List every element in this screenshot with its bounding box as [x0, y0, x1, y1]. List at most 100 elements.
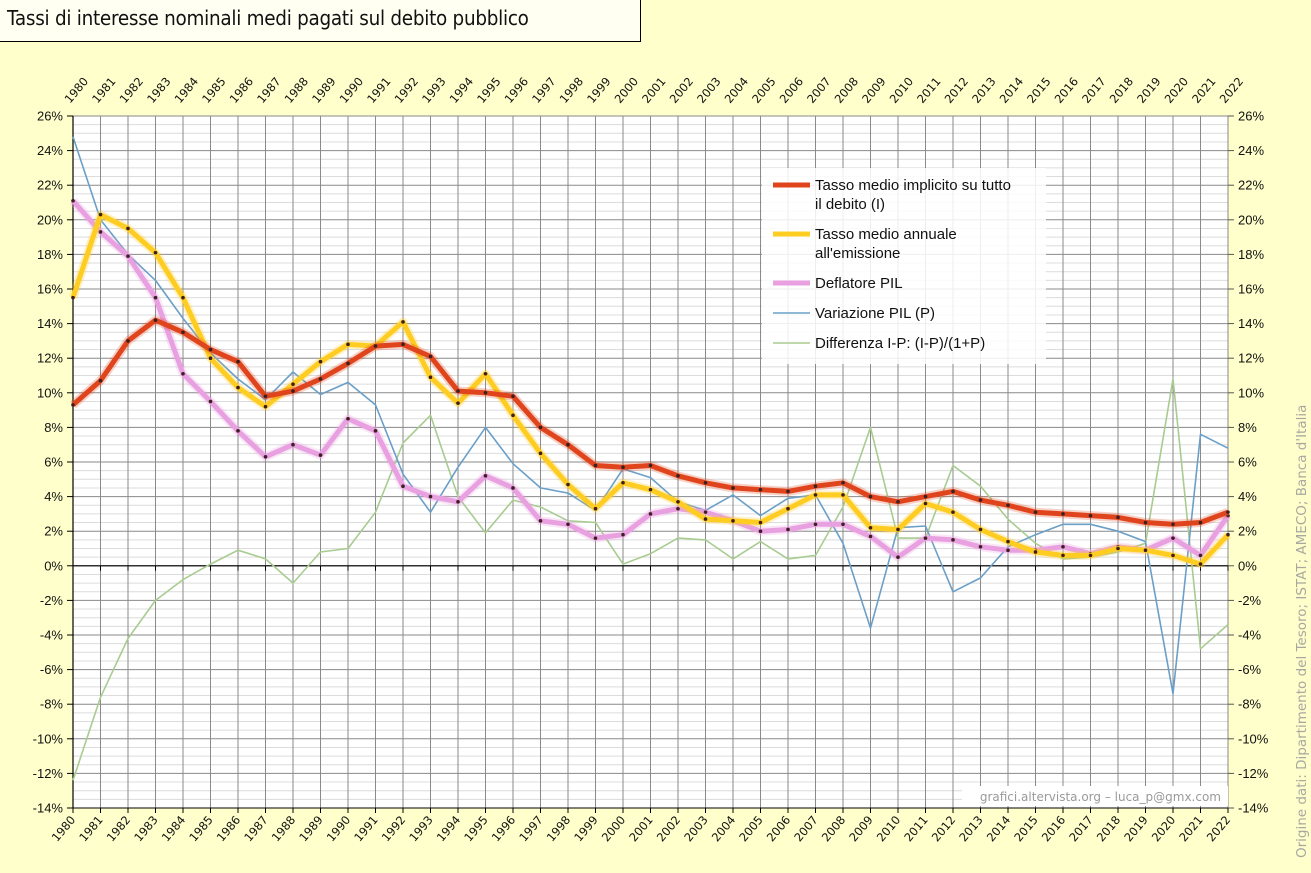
x-axis-top-labels: 1980198119821983198419851986198719881989… — [62, 74, 1247, 105]
y-tick-label-right: 14% — [1238, 316, 1264, 331]
y-tick-label-right: 18% — [1238, 247, 1264, 262]
data-point — [456, 389, 460, 393]
x-tick-label-bottom: 2022 — [1204, 813, 1234, 844]
data-point — [896, 555, 900, 559]
data-point — [208, 347, 213, 352]
data-point — [923, 501, 928, 506]
data-point — [1116, 515, 1120, 520]
credit-text: grafici.altervista.org – luca_p@gmx.com — [980, 790, 1221, 804]
x-tick-label-top: 2008 — [832, 74, 862, 105]
data-point — [786, 527, 790, 532]
legend-label: Deflatore PIL — [815, 275, 903, 292]
x-tick-label-top: 2007 — [804, 74, 834, 105]
x-tick-label-top: 2000 — [612, 74, 642, 105]
data-point — [868, 534, 873, 539]
legend-label: Variazione PIL (P) — [815, 305, 935, 322]
data-point — [676, 474, 680, 478]
data-point — [236, 429, 240, 433]
data-point — [401, 342, 405, 347]
y-tick-label-left: 14% — [37, 316, 63, 331]
x-axis-bottom-labels: 1980198119821983198419851986198719881989… — [49, 813, 1234, 844]
data-point — [181, 295, 185, 300]
data-point — [373, 344, 378, 348]
x-tick-label-bottom: 2008 — [819, 813, 849, 844]
data-point — [263, 455, 268, 459]
data-point — [1143, 520, 1148, 525]
data-point — [566, 442, 570, 447]
x-tick-label-top: 2020 — [1162, 74, 1192, 105]
data-point — [648, 512, 653, 516]
data-point — [758, 529, 763, 533]
x-tick-label-top: 1989 — [309, 74, 339, 105]
legend-label: il debito (I) — [815, 196, 885, 213]
data-point — [703, 480, 708, 485]
legend: Tasso medio implicito su tutto il debito … — [762, 168, 1046, 364]
data-point — [1171, 536, 1175, 540]
y-tick-label-left: 2% — [44, 524, 63, 539]
data-point — [456, 499, 460, 504]
data-point — [1006, 539, 1010, 544]
chart-title-box: Tassi di interesse nominali medi pagati … — [0, 0, 641, 42]
x-tick-label-bottom: 1983 — [131, 813, 161, 844]
data-point — [181, 371, 185, 376]
x-tick-label-bottom: 1997 — [516, 813, 546, 844]
series-line — [72, 378, 1229, 781]
data-point — [208, 356, 213, 361]
data-point — [566, 482, 570, 487]
chart-title: Tassi di interesse nominali medi pagati … — [7, 6, 529, 30]
x-tick-label-top: 2013 — [969, 74, 999, 105]
y-axis-right-labels: 26% 24% 22% 20% 18% 16% 14% 12% 10% 8% 6% 4% 2% 0% -2%… — [1238, 109, 1269, 816]
y-tick-label-right: 0% — [1238, 558, 1257, 573]
y-tick-label-right: 12% — [1238, 351, 1264, 366]
x-tick-label-top: 2011 — [914, 74, 944, 105]
x-tick-label-top: 1984 — [172, 74, 202, 105]
data-point — [978, 498, 983, 502]
data-point — [153, 250, 158, 255]
series-1 — [70, 315, 1230, 529]
data-point — [511, 394, 515, 399]
y-tick-label-left: -12% — [33, 766, 64, 781]
x-tick-label-top: 1991 — [364, 74, 394, 105]
data-point — [483, 371, 488, 376]
data-point — [813, 522, 818, 527]
data-point — [1226, 532, 1230, 537]
x-tick-label-top: 1985 — [199, 74, 229, 105]
data-point — [621, 532, 625, 537]
x-tick-label-bottom: 1984 — [159, 813, 189, 844]
data-point — [126, 254, 130, 258]
data-point — [566, 522, 570, 527]
data-point — [1171, 553, 1175, 558]
data-point — [1171, 522, 1175, 527]
x-tick-label-bottom: 1998 — [544, 813, 574, 844]
data-point — [1033, 510, 1038, 514]
data-point — [1061, 512, 1065, 516]
y-tick-label-left: 24% — [37, 143, 63, 158]
x-tick-label-top: 2006 — [777, 74, 807, 105]
x-tick-label-bottom: 1986 — [214, 813, 244, 844]
x-tick-label-top: 1987 — [254, 74, 284, 105]
x-tick-label-top: 1996 — [502, 74, 532, 105]
y-tick-label-left: -6% — [40, 662, 64, 677]
data-point — [318, 359, 323, 364]
y-tick-label-right: -12% — [1238, 766, 1269, 781]
y-tick-label-left: -8% — [40, 697, 64, 712]
x-tick-label-bottom: 2006 — [764, 813, 794, 844]
x-tick-label-top: 2012 — [942, 74, 972, 105]
data-point — [593, 536, 598, 540]
data-point — [841, 493, 845, 497]
x-tick-label-top: 2002 — [667, 74, 697, 105]
data-point — [841, 480, 845, 485]
x-tick-label-bottom: 1991 — [351, 813, 381, 844]
data-point — [71, 295, 75, 300]
x-tick-label-bottom: 1995 — [461, 813, 491, 844]
x-tick-label-bottom: 1996 — [489, 813, 519, 844]
x-tick-label-top: 2016 — [1052, 74, 1082, 105]
x-tick-label-bottom: 2018 — [1094, 813, 1124, 844]
x-tick-label-bottom: 2003 — [681, 813, 711, 844]
y-tick-label-right: 20% — [1238, 212, 1264, 227]
data-point — [841, 522, 845, 527]
x-tick-label-bottom: 2021 — [1176, 813, 1206, 844]
x-tick-label-bottom: 2000 — [599, 813, 629, 844]
y-tick-label-right: -6% — [1238, 662, 1262, 677]
x-tick-label-bottom: 1988 — [269, 813, 299, 844]
